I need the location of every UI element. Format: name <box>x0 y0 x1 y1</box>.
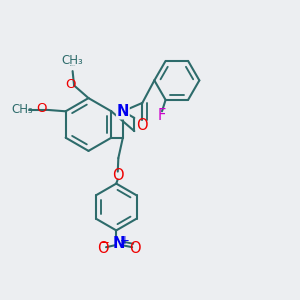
Text: O: O <box>65 78 76 91</box>
Text: −: − <box>99 236 109 249</box>
Text: O: O <box>97 241 109 256</box>
Text: N: N <box>112 236 125 251</box>
Text: O: O <box>129 241 141 256</box>
Text: CH₃: CH₃ <box>11 103 33 116</box>
Text: CH₃: CH₃ <box>62 55 83 68</box>
Text: F: F <box>158 108 166 123</box>
Text: methoxy: methoxy <box>70 65 76 66</box>
Text: O: O <box>36 102 46 116</box>
Text: N: N <box>117 104 129 119</box>
Text: O: O <box>112 168 124 183</box>
Text: +: + <box>120 234 130 247</box>
Text: O: O <box>136 118 148 133</box>
